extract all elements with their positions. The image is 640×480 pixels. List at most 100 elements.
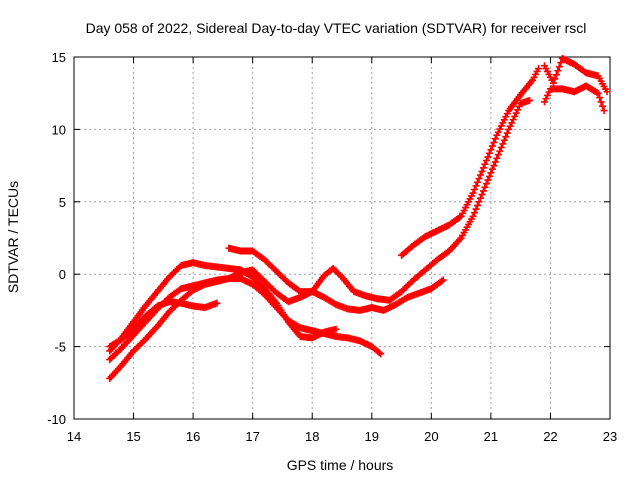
y-axis-label: SDTVAR / TECUs (5, 181, 21, 293)
data-point (594, 89, 602, 97)
data-point (488, 165, 496, 173)
series-track-3 (106, 298, 221, 351)
x-tick-label: 23 (603, 429, 617, 444)
data-point (456, 213, 464, 221)
data-point (478, 191, 486, 199)
data-point (514, 106, 522, 114)
data-point (593, 88, 601, 96)
data-point (496, 147, 504, 155)
data-point (476, 194, 484, 202)
data-point (488, 142, 496, 150)
data-point (473, 178, 481, 186)
chart-title: Day 058 of 2022, Sidereal Day-to-day VTE… (86, 20, 587, 36)
data-point (479, 187, 487, 195)
data-point (506, 122, 514, 130)
data-point (603, 88, 611, 96)
data-point (481, 183, 489, 191)
data-point (472, 182, 480, 190)
data-point (500, 136, 508, 144)
axis-ticks: 14 15 16 17 18 19 20 21 22 23 -10 -5 0 5 10 15 (47, 50, 617, 444)
data-point (377, 350, 385, 358)
data-point (471, 209, 479, 217)
data-point (482, 180, 490, 188)
data-point (485, 172, 493, 180)
data-point (599, 102, 607, 110)
y-tick-label: 5 (59, 195, 66, 210)
data-point (491, 158, 499, 166)
data-point (472, 205, 480, 213)
series-track-5 (225, 96, 534, 304)
data-point (526, 96, 534, 104)
data-point (554, 67, 562, 75)
data-point (597, 98, 605, 106)
data-point (439, 276, 447, 284)
x-tick-label: 15 (126, 429, 140, 444)
x-tick-label: 22 (543, 429, 557, 444)
data-point (487, 146, 495, 154)
data-point (484, 153, 492, 161)
data-point (511, 112, 519, 120)
data-point (494, 151, 502, 159)
data-point (551, 75, 559, 83)
x-axis-label: GPS time / hours (287, 457, 394, 473)
data-point (535, 65, 543, 73)
data-point (475, 198, 483, 206)
data-point (487, 169, 495, 177)
grid-lines (74, 57, 610, 419)
data-point (499, 140, 507, 148)
series-track-1 (106, 275, 385, 382)
data-point (509, 116, 517, 124)
x-tick-label: 19 (365, 429, 379, 444)
y-tick-label: 15 (52, 50, 66, 65)
plot-frame (73, 56, 611, 420)
y-tick-label: -10 (47, 412, 66, 427)
data-point (543, 91, 551, 99)
data-point (490, 138, 498, 146)
x-tick-label: 17 (245, 429, 259, 444)
x-tick-label: 14 (67, 429, 81, 444)
x-tick-label: 18 (305, 429, 319, 444)
x-tick-label: 20 (424, 429, 438, 444)
series-track-7 (540, 82, 608, 115)
y-tick-label: -5 (54, 340, 66, 355)
data-point (600, 107, 608, 115)
data-point (213, 299, 221, 307)
data-point (497, 144, 505, 151)
data-point (375, 349, 383, 357)
data-point (493, 154, 501, 162)
data-point (542, 95, 550, 103)
series-track-6 (398, 65, 543, 259)
y-tick-label: 0 (59, 267, 66, 282)
data-point (508, 119, 516, 127)
data-point (596, 94, 604, 102)
data-point (478, 167, 486, 175)
x-tick-label: 21 (484, 429, 498, 444)
data-point (481, 160, 489, 168)
data-point (490, 162, 498, 170)
data-point (503, 129, 511, 137)
data-point (332, 325, 340, 333)
data-point (555, 63, 563, 71)
data-point (502, 133, 510, 141)
series-track-8 (540, 54, 611, 96)
data-point (469, 189, 477, 197)
x-tick-label: 16 (186, 429, 200, 444)
data-point (491, 135, 499, 143)
data-point (540, 98, 548, 106)
data-point (471, 185, 479, 193)
data-point (484, 176, 492, 184)
data-point (485, 149, 493, 157)
data-point (512, 109, 520, 117)
series-track-4 (106, 259, 340, 355)
data-point (505, 125, 513, 133)
data-point (549, 79, 557, 87)
data-point (552, 71, 560, 79)
data-point (473, 201, 481, 209)
data-point (482, 157, 490, 165)
data-point (479, 164, 487, 172)
data-point (515, 103, 523, 111)
y-tick-label: 10 (52, 122, 66, 137)
data-point (469, 212, 477, 220)
data-point (438, 277, 446, 285)
